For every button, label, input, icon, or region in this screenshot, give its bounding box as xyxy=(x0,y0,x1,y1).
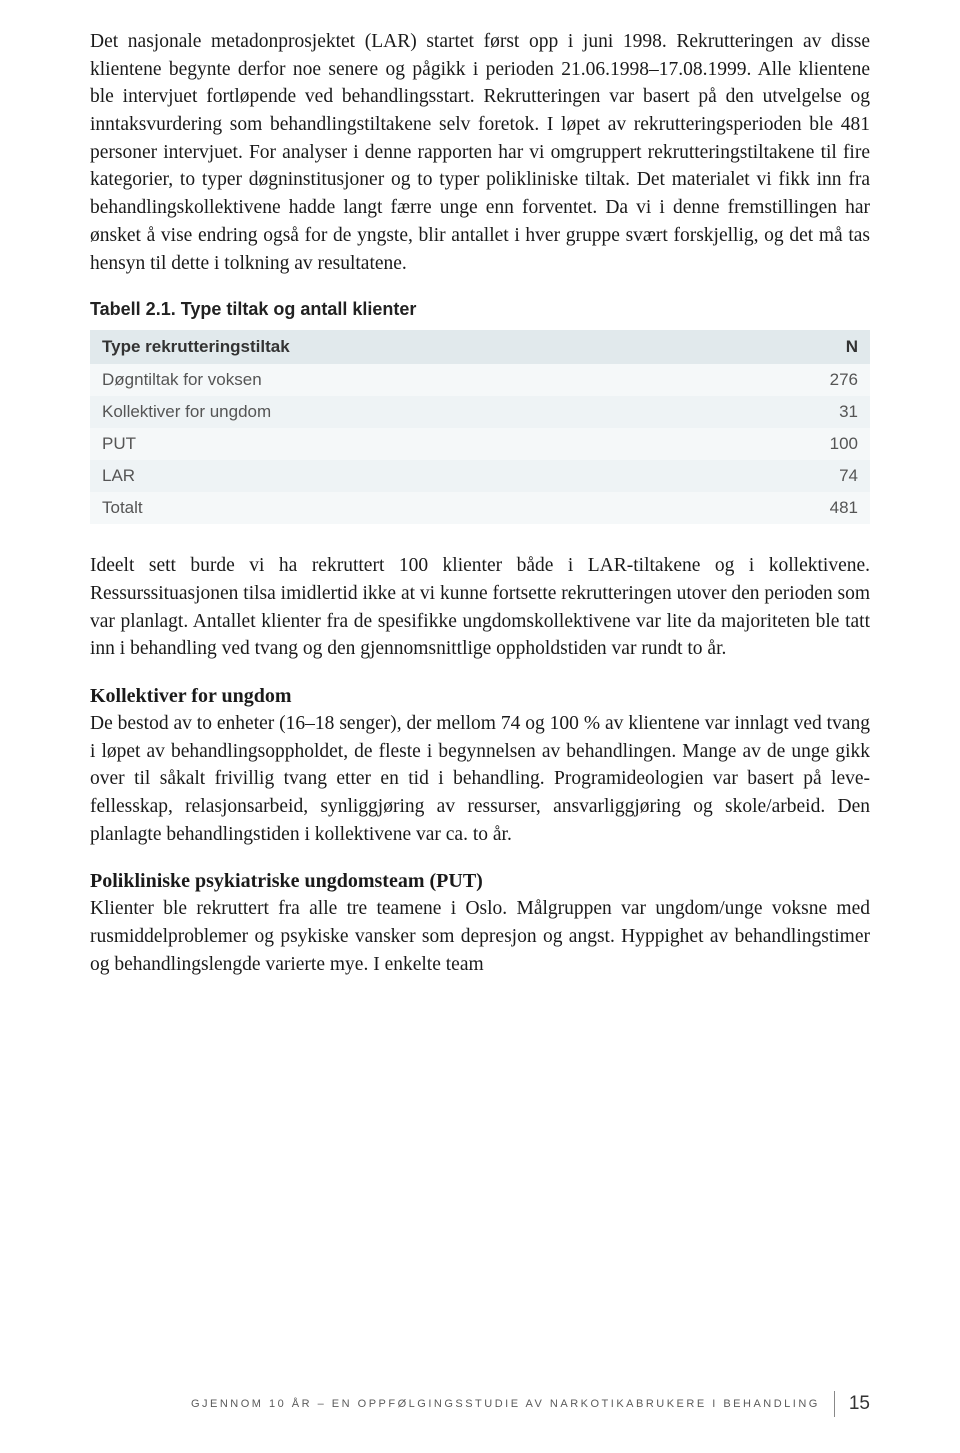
section-body-put: Klienter ble rekruttert fra alle tre tea… xyxy=(90,895,870,978)
intro-paragraph: Det nasjonale metadonprosjektet (LAR) st… xyxy=(90,28,870,277)
footer-running-title: GJENNOM 10 ÅR – EN OPPFØLGINGSSTUDIE AV … xyxy=(191,1398,820,1410)
section-body-kollektiver: De bestod av to enheter (16–18 senger), … xyxy=(90,710,870,848)
table-header-row: Type rekrutteringstiltak N xyxy=(90,330,870,364)
table-cell-label: Totalt xyxy=(90,492,715,524)
table-row: Kollektiver for ungdom 31 xyxy=(90,396,870,428)
table-header-n: N xyxy=(715,330,870,364)
footer-divider xyxy=(834,1391,835,1417)
table-header-type: Type rekrutteringstiltak xyxy=(90,330,715,364)
table-cell-value: 100 xyxy=(715,428,870,460)
table-cell-value: 481 xyxy=(715,492,870,524)
table-cell-value: 31 xyxy=(715,396,870,428)
section-heading-put: Polikliniske psykiatriske ungdomsteam (P… xyxy=(90,870,870,893)
table-row: Døgntiltak for voksen 276 xyxy=(90,364,870,396)
section-heading-kollektiver: Kollektiver for ungdom xyxy=(90,685,870,708)
table-cell-label: LAR xyxy=(90,460,715,492)
table-cell-value: 276 xyxy=(715,364,870,396)
table-row: Totalt 481 xyxy=(90,492,870,524)
table-cell-label: Døgntiltak for voksen xyxy=(90,364,715,396)
table-cell-value: 74 xyxy=(715,460,870,492)
table-cell-label: PUT xyxy=(90,428,715,460)
page-footer: GJENNOM 10 ÅR – EN OPPFØLGINGSSTUDIE AV … xyxy=(191,1391,870,1417)
table-row: PUT 100 xyxy=(90,428,870,460)
post-table-paragraph: Ideelt sett burde vi ha rekruttert 100 k… xyxy=(90,552,870,663)
footer-page-number: 15 xyxy=(849,1393,870,1415)
table-cell-label: Kollektiver for ungdom xyxy=(90,396,715,428)
table-caption: Tabell 2.1. Type tiltak og antall klient… xyxy=(90,299,870,320)
tiltak-table: Type rekrutteringstiltak N Døgntiltak fo… xyxy=(90,330,870,524)
table-row: LAR 74 xyxy=(90,460,870,492)
